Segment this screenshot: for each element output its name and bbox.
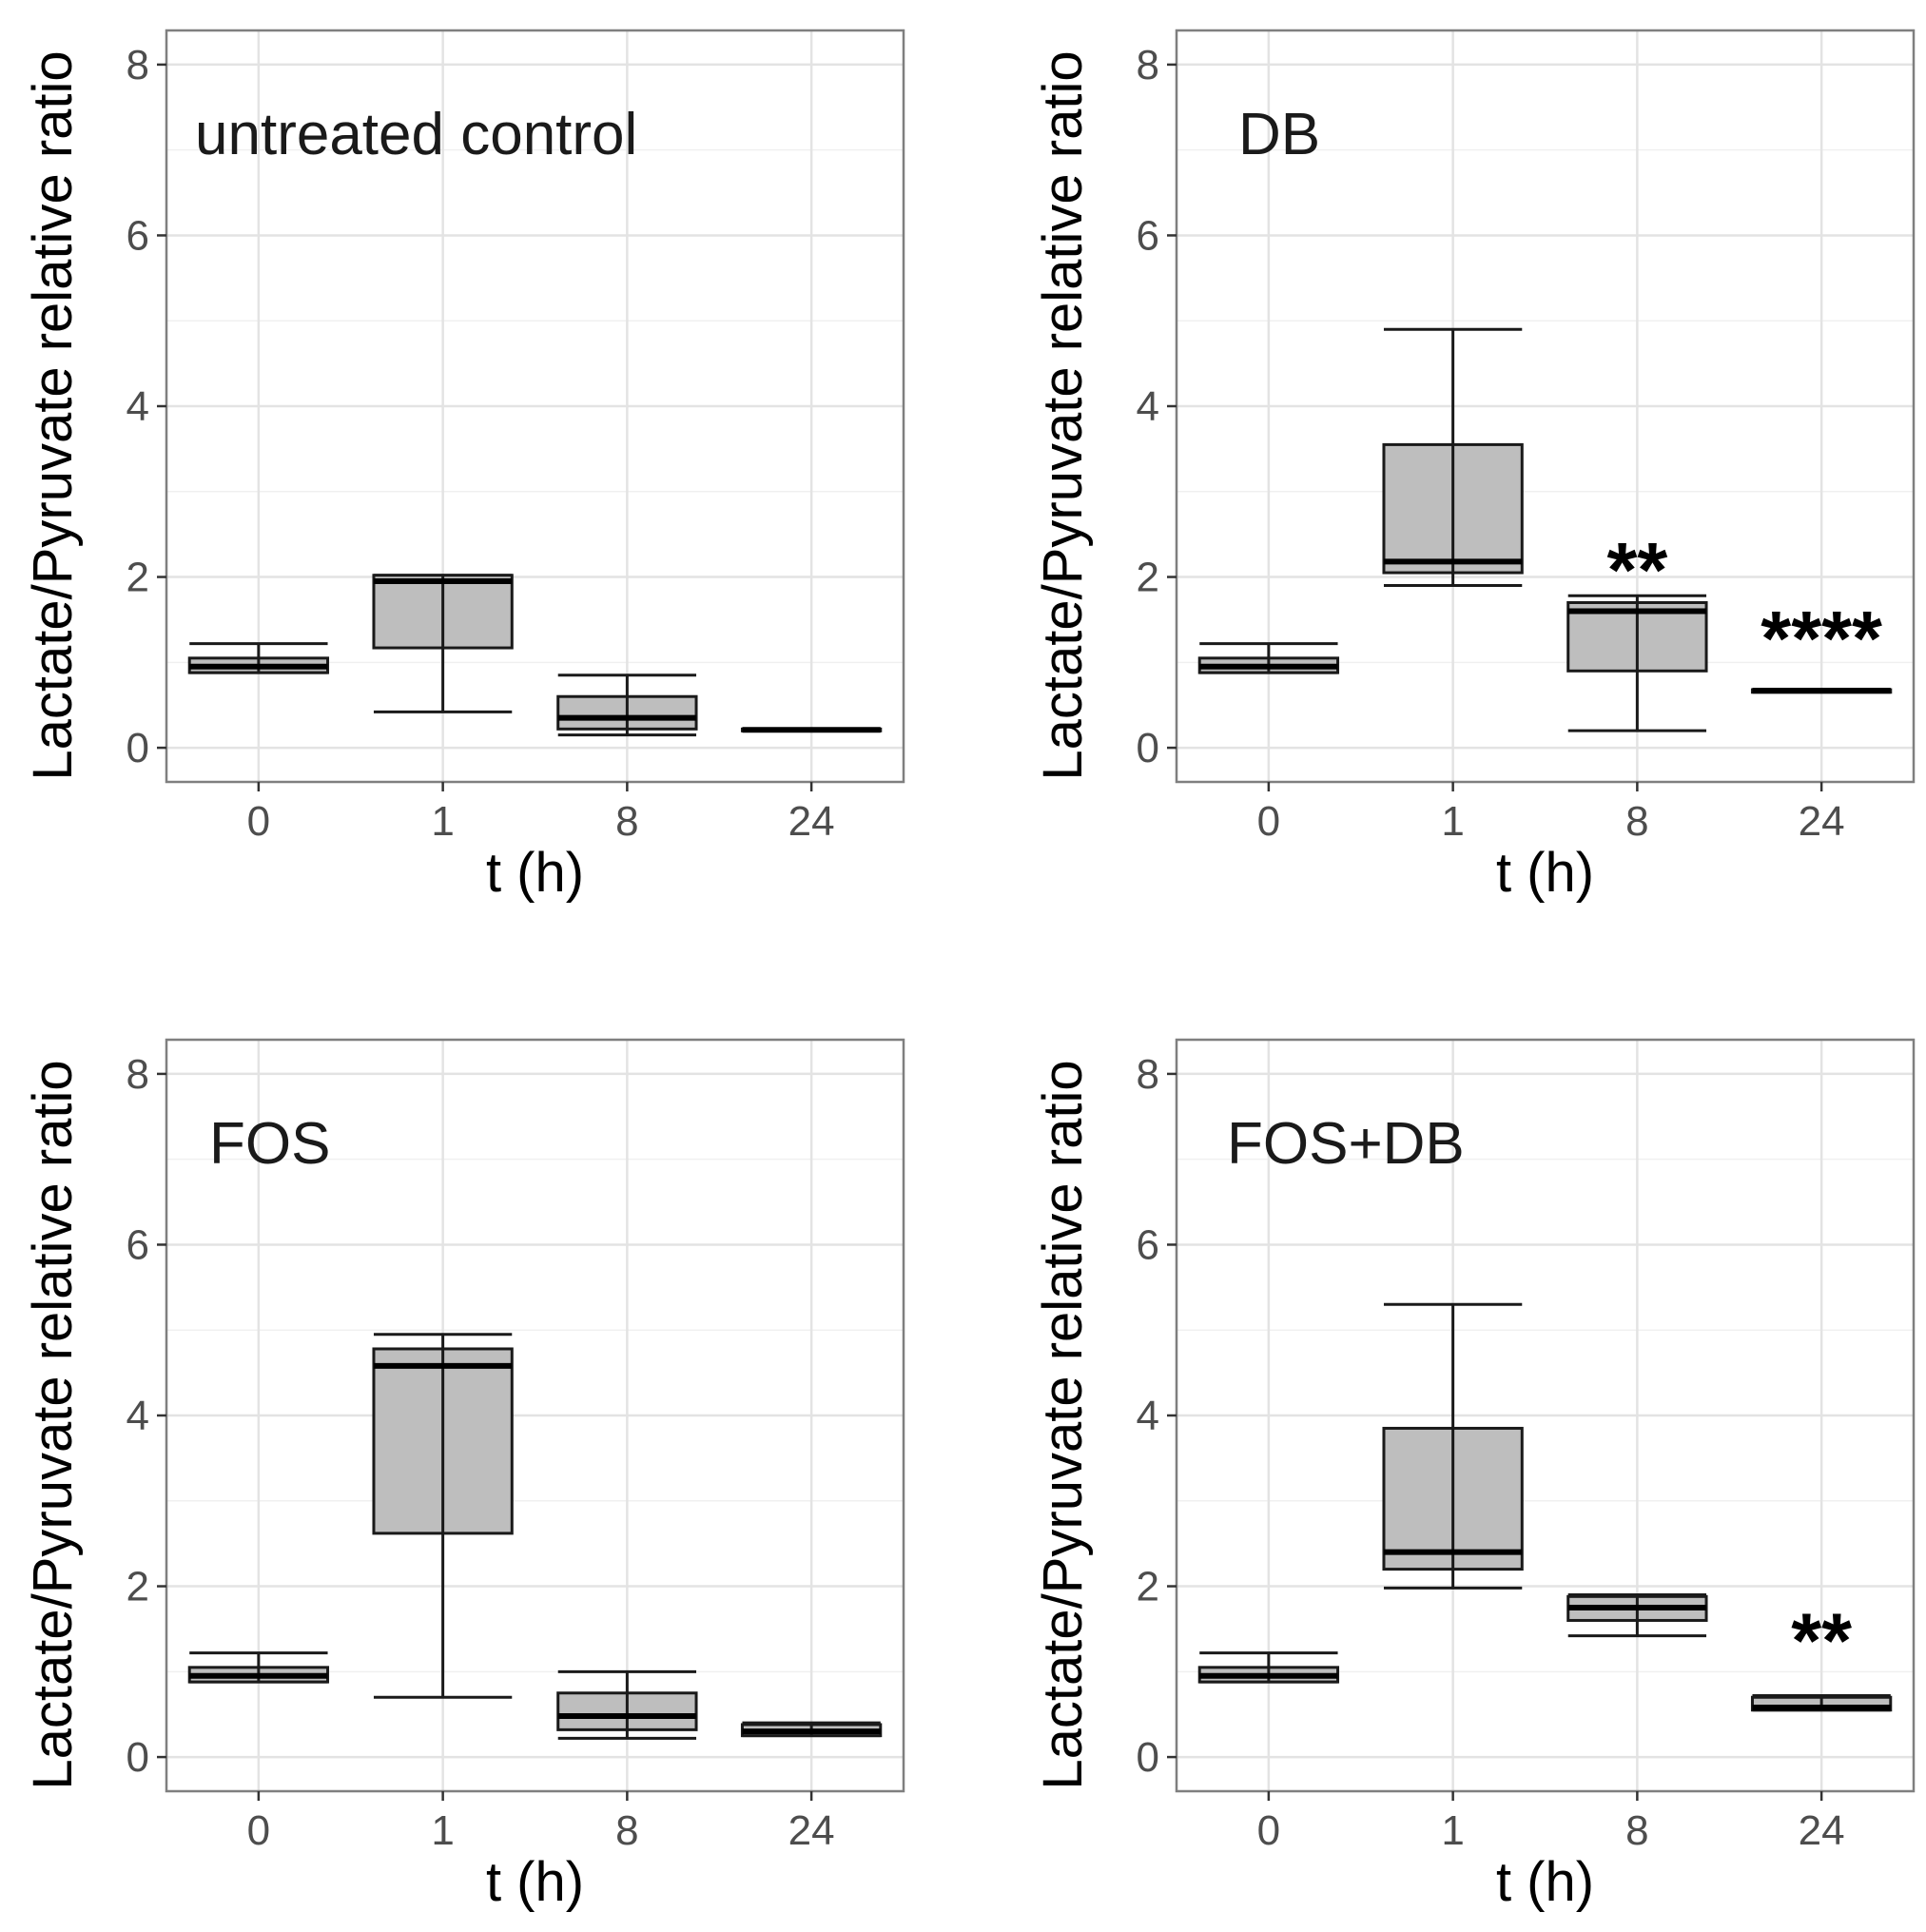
box-1 (1382, 1302, 1524, 1590)
y-tick-label: 8 (126, 1051, 149, 1098)
y-tick-label: 4 (126, 383, 149, 430)
x-tick-label: 1 (431, 798, 454, 845)
y-tick-label: 2 (1137, 1564, 1159, 1610)
box-0 (1197, 642, 1340, 674)
box-1 (372, 574, 514, 713)
box-24 (1750, 1693, 1893, 1712)
y-tick-label: 8 (1137, 1051, 1159, 1098)
panel-title: DB (1238, 102, 1320, 167)
x-tick-label: 1 (1441, 1807, 1464, 1854)
x-axis-title: t (h) (486, 1851, 584, 1913)
x-tick-label: 24 (1799, 798, 1845, 845)
significance-label: ** (1606, 528, 1667, 615)
y-tick-label: 8 (1137, 42, 1159, 88)
panel-title: FOS+DB (1227, 1111, 1465, 1177)
x-tick-label: 0 (1257, 1807, 1280, 1854)
y-tick-label: 0 (1137, 725, 1159, 771)
x-axis-title: t (h) (1496, 1851, 1594, 1913)
x-tick-label: 0 (1257, 798, 1280, 845)
x-tick-label: 24 (788, 1807, 835, 1854)
y-tick-label: 4 (1137, 1393, 1159, 1439)
x-tick-label: 1 (1441, 798, 1464, 845)
y-axis-title: Lactate/Pyruvate relative ratio (22, 1060, 84, 1789)
x-axis-title: t (h) (486, 842, 584, 904)
y-tick-label: 8 (126, 42, 149, 88)
box-0 (1197, 1651, 1340, 1684)
y-axis-title: Lactate/Pyruvate relative ratio (1032, 50, 1094, 780)
y-axis-title: Lactate/Pyruvate relative ratio (22, 50, 84, 780)
x-tick-label: 8 (1625, 798, 1648, 845)
box-8 (556, 673, 698, 737)
x-tick-label: 0 (247, 1807, 270, 1854)
panel-title: untreated control (195, 102, 637, 167)
x-tick-label: 8 (1625, 1807, 1648, 1854)
y-tick-label: 6 (126, 1221, 149, 1268)
y-tick-label: 4 (1137, 383, 1159, 430)
box-0 (187, 1651, 330, 1684)
y-tick-label: 6 (1137, 212, 1159, 259)
box-24 (740, 1721, 883, 1738)
box-8 (1566, 594, 1708, 732)
y-tick-label: 6 (126, 212, 149, 259)
box-1 (1382, 327, 1524, 588)
box-24 (1750, 687, 1893, 694)
y-tick-label: 4 (126, 1393, 149, 1439)
box-8 (1566, 1593, 1708, 1638)
y-tick-label: 2 (126, 555, 149, 601)
x-axis-title: t (h) (1496, 842, 1594, 904)
y-axis-title: Lactate/Pyruvate relative ratio (1032, 1060, 1094, 1789)
y-tick-label: 2 (1137, 555, 1159, 601)
box-0 (187, 642, 330, 674)
significance-label: **** (1761, 595, 1882, 682)
box-1 (372, 1333, 514, 1699)
box-24 (740, 727, 883, 733)
box-8 (556, 1669, 698, 1740)
significance-label: ** (1791, 1598, 1852, 1685)
x-tick-label: 24 (1799, 1807, 1845, 1854)
x-tick-label: 24 (788, 798, 835, 845)
y-tick-label: 0 (126, 1734, 149, 1781)
y-tick-label: 0 (1137, 1734, 1159, 1781)
x-tick-label: 8 (615, 1807, 638, 1854)
x-tick-label: 1 (431, 1807, 454, 1854)
x-tick-label: 8 (615, 798, 638, 845)
y-tick-label: 2 (126, 1564, 149, 1610)
y-tick-label: 0 (126, 725, 149, 771)
y-tick-label: 6 (1137, 1221, 1159, 1268)
panel-title: FOS (209, 1111, 330, 1177)
x-tick-label: 0 (247, 798, 270, 845)
